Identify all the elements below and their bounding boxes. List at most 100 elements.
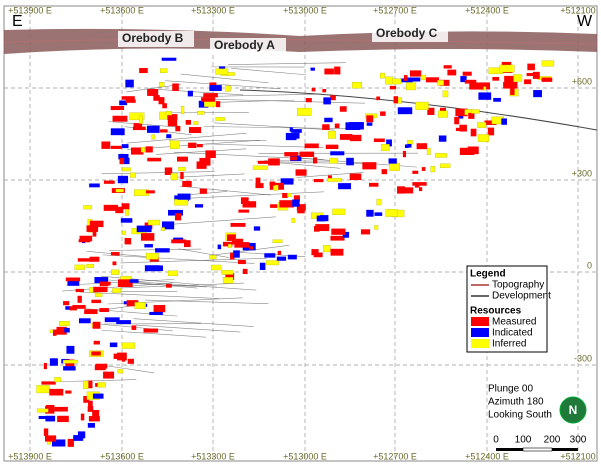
resource-block	[323, 97, 331, 104]
resource-block	[367, 123, 373, 126]
resource-block	[264, 253, 275, 257]
orebody-label: Orebody A	[214, 38, 275, 52]
resource-block	[258, 161, 272, 164]
resource-block	[440, 108, 446, 111]
resource-block	[407, 140, 413, 144]
resource-block	[488, 128, 494, 136]
resource-block	[345, 122, 360, 130]
resource-block	[333, 209, 346, 215]
resource-block	[111, 106, 124, 110]
resource-block	[146, 253, 158, 259]
resource-block	[412, 182, 426, 186]
north-label: N	[569, 403, 578, 417]
resource-block	[527, 64, 535, 71]
resource-block	[162, 103, 167, 108]
resource-block	[145, 146, 152, 152]
resource-block	[160, 129, 168, 132]
resource-block	[330, 95, 336, 100]
resource-block	[471, 129, 477, 137]
resource-block	[122, 231, 125, 235]
resource-block	[130, 279, 139, 283]
resource-block	[243, 269, 248, 274]
resource-block	[197, 144, 203, 147]
resource-block	[456, 128, 460, 131]
resource-block	[195, 204, 203, 207]
resource-block	[478, 92, 491, 99]
resource-block	[346, 158, 354, 166]
resource-block	[122, 343, 135, 349]
resource-block	[166, 134, 171, 138]
resource-block	[366, 115, 373, 122]
resource-block	[315, 224, 329, 231]
resource-block	[440, 164, 450, 168]
resource-block	[314, 253, 323, 258]
resource-block	[419, 187, 422, 191]
legend-text: Inferred	[492, 339, 526, 350]
easting-label: +513900 E	[8, 451, 52, 461]
scale-segment	[496, 448, 523, 451]
resource-block	[199, 158, 210, 166]
resource-block	[87, 225, 99, 232]
legend-swatch	[471, 317, 489, 326]
resource-block	[324, 118, 332, 122]
resource-block	[400, 187, 413, 193]
resource-block	[362, 162, 376, 169]
resource-block	[66, 346, 74, 354]
resource-block	[143, 329, 158, 333]
resource-block	[287, 193, 291, 197]
resource-block	[431, 166, 435, 172]
resource-block	[406, 77, 420, 81]
resource-block	[139, 116, 143, 124]
resource-block	[334, 67, 340, 75]
view-text: Looking South	[488, 410, 552, 421]
resource-block	[209, 85, 221, 91]
resource-block	[374, 212, 382, 216]
resource-block	[110, 343, 117, 348]
resource-block	[311, 68, 315, 71]
orebody-label: Orebody B	[122, 31, 184, 45]
resource-block	[41, 381, 55, 384]
resource-block	[103, 282, 110, 286]
resource-block	[331, 249, 344, 256]
resource-block	[282, 193, 288, 198]
resource-block	[338, 183, 351, 189]
resource-block	[122, 168, 130, 171]
resource-block	[146, 190, 155, 193]
scale-segment	[523, 448, 552, 451]
resource-block	[68, 439, 74, 447]
resource-block	[227, 234, 236, 240]
resource-block	[144, 244, 153, 247]
resource-block	[141, 147, 145, 152]
resource-block	[223, 277, 233, 283]
resource-block	[279, 200, 294, 207]
resource-block	[114, 354, 121, 359]
resource-block	[377, 199, 382, 205]
resource-block	[37, 385, 50, 393]
scale-label: 0	[493, 435, 499, 446]
resource-block	[410, 70, 421, 76]
resource-block	[112, 288, 120, 292]
easting-label: +513000 E	[283, 5, 327, 15]
resource-block	[361, 229, 370, 234]
resource-block	[408, 144, 412, 148]
resource-block	[294, 133, 299, 139]
resource-block	[125, 99, 135, 103]
resource-block	[421, 75, 426, 80]
resource-block	[90, 257, 100, 262]
resource-block	[111, 146, 122, 149]
resource-block	[394, 96, 398, 103]
resource-block	[249, 246, 253, 249]
legend: Legend Topography Development Resources …	[467, 266, 551, 352]
view-text: Plunge 00	[488, 384, 533, 395]
resource-block	[49, 389, 63, 396]
resource-block	[256, 178, 261, 185]
resource-block	[91, 351, 101, 355]
resource-block	[172, 83, 179, 90]
resource-block	[83, 381, 88, 389]
easting-label: +512700 E	[373, 451, 417, 461]
resource-block	[147, 89, 158, 96]
resource-block	[188, 91, 193, 97]
resource-block	[166, 111, 172, 115]
easting-label: +512400 E	[465, 451, 509, 461]
scale-label: 100	[515, 435, 532, 446]
